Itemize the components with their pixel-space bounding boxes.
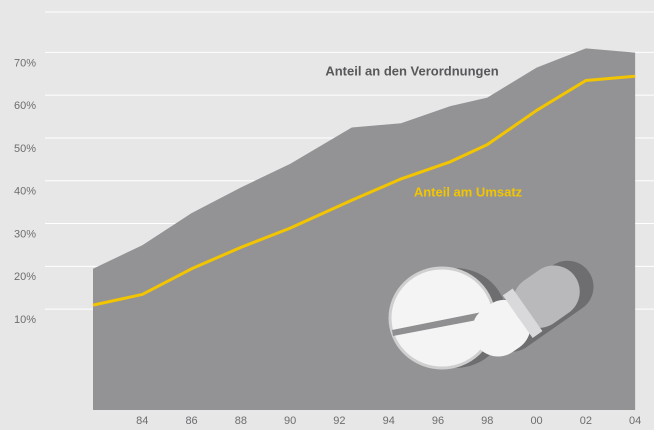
- line: [92, 74, 636, 307]
- x-tick-label: 04: [629, 415, 641, 427]
- pills-illustration: [388, 260, 594, 370]
- x-tick-label: 02: [580, 415, 592, 427]
- x-tick-label: 98: [481, 415, 493, 427]
- x-tick-label: 84: [136, 415, 148, 427]
- x-tick-label: 00: [530, 415, 542, 427]
- y-tick-label: 60%: [14, 100, 36, 112]
- x-tick-label: 90: [284, 415, 296, 427]
- labels: 10% 20% 30% 40% 50% 60% 70% 84 86 88 90 92 94 96 98 00 0…: [14, 57, 641, 427]
- y-tick-label: 40%: [14, 186, 36, 198]
- y-tick-label: 30%: [14, 228, 36, 240]
- x-tick-label: 86: [185, 415, 197, 427]
- y-tick-label: 20%: [14, 271, 36, 283]
- x-tick-label: 88: [235, 415, 247, 427]
- series-label: Anteil an den Verordnungen: [325, 63, 498, 78]
- x-tick-label: 94: [383, 415, 395, 427]
- x-tick-label: 92: [333, 415, 345, 427]
- y-tick-label: 10%: [14, 314, 36, 326]
- y-tick-label: 50%: [14, 143, 36, 155]
- x-tick-label: 96: [432, 415, 444, 427]
- y-tick-label: 70%: [14, 57, 36, 69]
- series-label: Anteil am Umsatz: [414, 184, 523, 199]
